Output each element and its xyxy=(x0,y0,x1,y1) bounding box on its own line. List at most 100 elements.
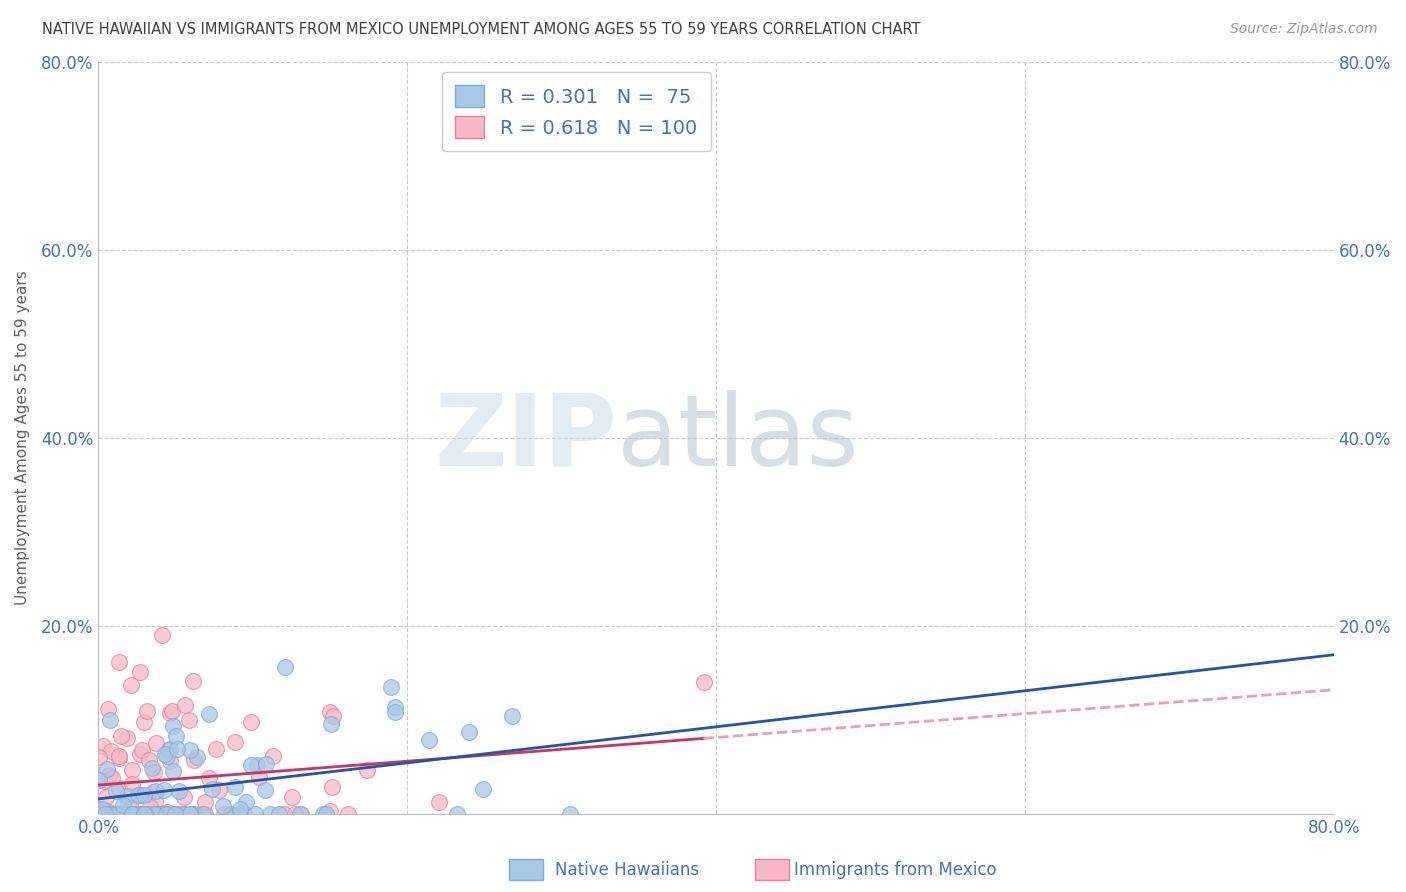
Point xyxy=(211,799,233,814)
Point xyxy=(145,736,167,750)
Point xyxy=(558,807,581,822)
Point xyxy=(97,807,120,822)
Point xyxy=(159,706,181,720)
Point xyxy=(273,807,295,822)
Point xyxy=(117,807,139,822)
Point xyxy=(107,751,129,765)
Point xyxy=(121,807,143,822)
Point xyxy=(104,807,127,822)
Legend: R = 0.301   N =  75, R = 0.618   N = 100: R = 0.301 N = 75, R = 0.618 N = 100 xyxy=(441,72,711,152)
Point xyxy=(138,807,160,822)
Point xyxy=(165,807,187,822)
Point xyxy=(125,807,148,822)
Point xyxy=(322,709,344,723)
Point xyxy=(155,805,177,819)
Point xyxy=(94,807,117,822)
Point xyxy=(90,802,112,816)
Point xyxy=(142,807,165,822)
Point xyxy=(290,807,312,822)
Point xyxy=(692,674,714,689)
Point xyxy=(124,807,146,822)
Point xyxy=(201,781,224,796)
Point xyxy=(228,807,250,822)
Point xyxy=(135,705,157,719)
Point xyxy=(124,807,146,822)
Point xyxy=(153,747,176,761)
Point xyxy=(239,714,262,729)
Point xyxy=(186,749,208,764)
Text: Source: ZipAtlas.com: Source: ZipAtlas.com xyxy=(1230,22,1378,37)
Point xyxy=(153,782,176,797)
Point xyxy=(173,790,195,805)
Point xyxy=(132,807,155,822)
Point xyxy=(145,807,167,822)
Point xyxy=(219,807,242,822)
Point xyxy=(100,714,122,728)
Point xyxy=(446,807,468,822)
Point xyxy=(101,807,124,822)
Point xyxy=(156,748,179,763)
Point xyxy=(254,757,277,772)
Point xyxy=(129,747,152,762)
Point xyxy=(108,749,131,764)
Point xyxy=(115,789,138,803)
Point xyxy=(177,713,200,727)
Point xyxy=(108,780,131,795)
Point xyxy=(181,807,204,822)
Point xyxy=(120,678,142,692)
Point xyxy=(138,753,160,767)
Point xyxy=(224,735,246,749)
Point xyxy=(129,665,152,679)
Text: atlas: atlas xyxy=(617,390,859,486)
Point xyxy=(167,784,190,798)
Point xyxy=(183,753,205,767)
Point xyxy=(97,702,120,716)
Point xyxy=(127,789,149,803)
Point xyxy=(115,731,138,746)
Point xyxy=(288,807,311,822)
Point xyxy=(112,797,135,812)
Point xyxy=(384,699,406,714)
Point xyxy=(179,807,201,822)
Point xyxy=(418,733,440,747)
Point xyxy=(155,807,177,822)
Point xyxy=(94,807,117,822)
Point xyxy=(134,714,156,729)
Point xyxy=(181,674,204,689)
Point xyxy=(457,724,479,739)
Text: Immigrants from Mexico: Immigrants from Mexico xyxy=(794,861,997,879)
Point xyxy=(247,770,270,784)
Point xyxy=(129,788,152,802)
Point xyxy=(471,782,494,797)
Point xyxy=(224,780,246,794)
Point xyxy=(157,743,180,757)
Point xyxy=(146,807,169,822)
Point xyxy=(152,807,174,822)
Text: NATIVE HAWAIIAN VS IMMIGRANTS FROM MEXICO UNEMPLOYMENT AMONG AGES 55 TO 59 YEARS: NATIVE HAWAIIAN VS IMMIGRANTS FROM MEXIC… xyxy=(42,22,921,37)
Point xyxy=(240,758,263,772)
Point xyxy=(280,790,302,805)
Point xyxy=(274,660,297,674)
Point xyxy=(284,807,307,822)
Point xyxy=(166,807,188,822)
Point xyxy=(131,807,153,822)
Point xyxy=(128,807,150,822)
Point xyxy=(155,807,177,822)
Text: Native Hawaiians: Native Hawaiians xyxy=(555,861,700,879)
Point xyxy=(198,707,221,722)
Point xyxy=(194,807,217,822)
Point xyxy=(380,680,402,694)
Point xyxy=(90,807,112,822)
Point xyxy=(166,742,188,756)
Point xyxy=(152,628,174,642)
Point xyxy=(100,744,122,758)
Point xyxy=(254,783,277,797)
Point xyxy=(183,807,205,822)
Point xyxy=(145,784,167,798)
Point xyxy=(121,777,143,791)
Point xyxy=(170,807,193,822)
Point xyxy=(214,807,236,822)
Point xyxy=(208,782,231,797)
Point xyxy=(165,729,187,743)
Point xyxy=(312,807,335,822)
